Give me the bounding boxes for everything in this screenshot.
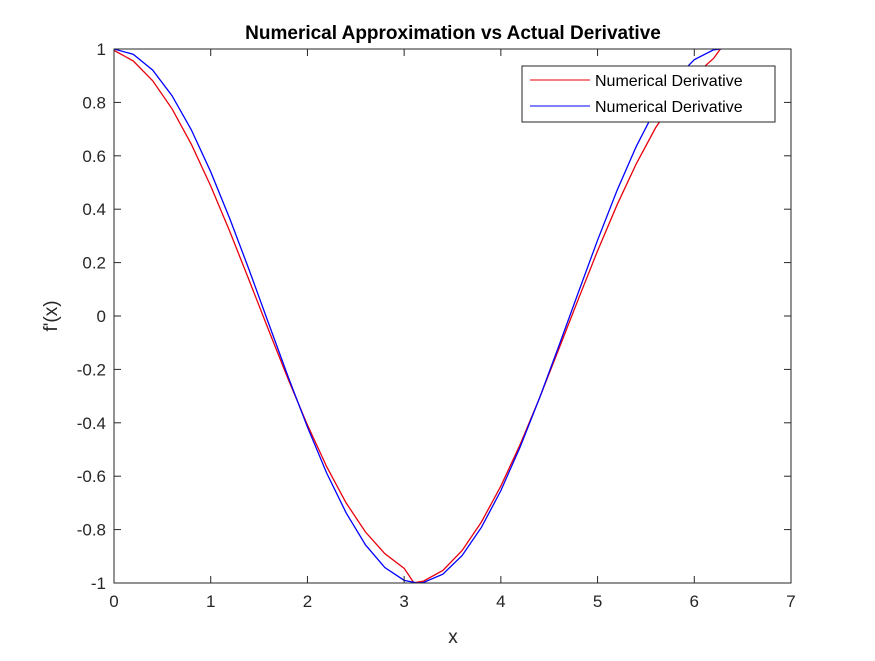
x-tick-label: 0: [109, 592, 118, 611]
y-tick-label: -0.2: [77, 360, 106, 379]
legend-box: [521, 65, 776, 123]
y-tick-label: -0.8: [77, 521, 106, 540]
x-axis: 0 1 2 3 4 5 6 7: [109, 49, 796, 611]
y-tick-label: 0.6: [82, 147, 106, 166]
x-tick-label: 7: [786, 592, 795, 611]
y-tick-label: -1: [91, 574, 106, 593]
x-tick-label: 5: [593, 592, 602, 611]
series-line-2: [114, 49, 722, 583]
plot-area: [113, 48, 792, 584]
y-tick-label: 0.2: [82, 254, 106, 273]
x-axis-label: x: [448, 627, 458, 648]
y-axis-label: f'(x): [41, 300, 62, 331]
x-tick-label: 6: [690, 592, 699, 611]
y-tick-label: 1: [97, 40, 106, 59]
y-tick-label: -0.4: [77, 414, 106, 433]
axes-box: [113, 48, 792, 584]
legend-entry-series-1: Numerical Derivative: [595, 73, 743, 90]
y-tick-label: 0: [97, 307, 106, 326]
y-tick-label: -0.6: [77, 467, 106, 486]
series-line-1: [114, 49, 721, 583]
x-tick-label: 1: [206, 592, 215, 611]
x-tick-label: 4: [496, 592, 505, 611]
chart-title: Numerical Approximation vs Actual Deriva…: [245, 23, 661, 44]
x-tick-label: 2: [303, 592, 312, 611]
y-tick-label: 0.4: [82, 200, 106, 219]
y-tick-label: 0.8: [82, 93, 106, 112]
y-axis: -1 -0.8 -0.6 -0.4 -0.2 0 0.2 0.4 0.6 0.8 1: [77, 40, 791, 593]
legend: Numerical Derivative Numerical Derivativ…: [521, 65, 776, 123]
legend-entry-series-2: Numerical Derivative: [595, 99, 743, 116]
x-tick-label: 3: [399, 592, 408, 611]
series-layer: [114, 49, 722, 583]
